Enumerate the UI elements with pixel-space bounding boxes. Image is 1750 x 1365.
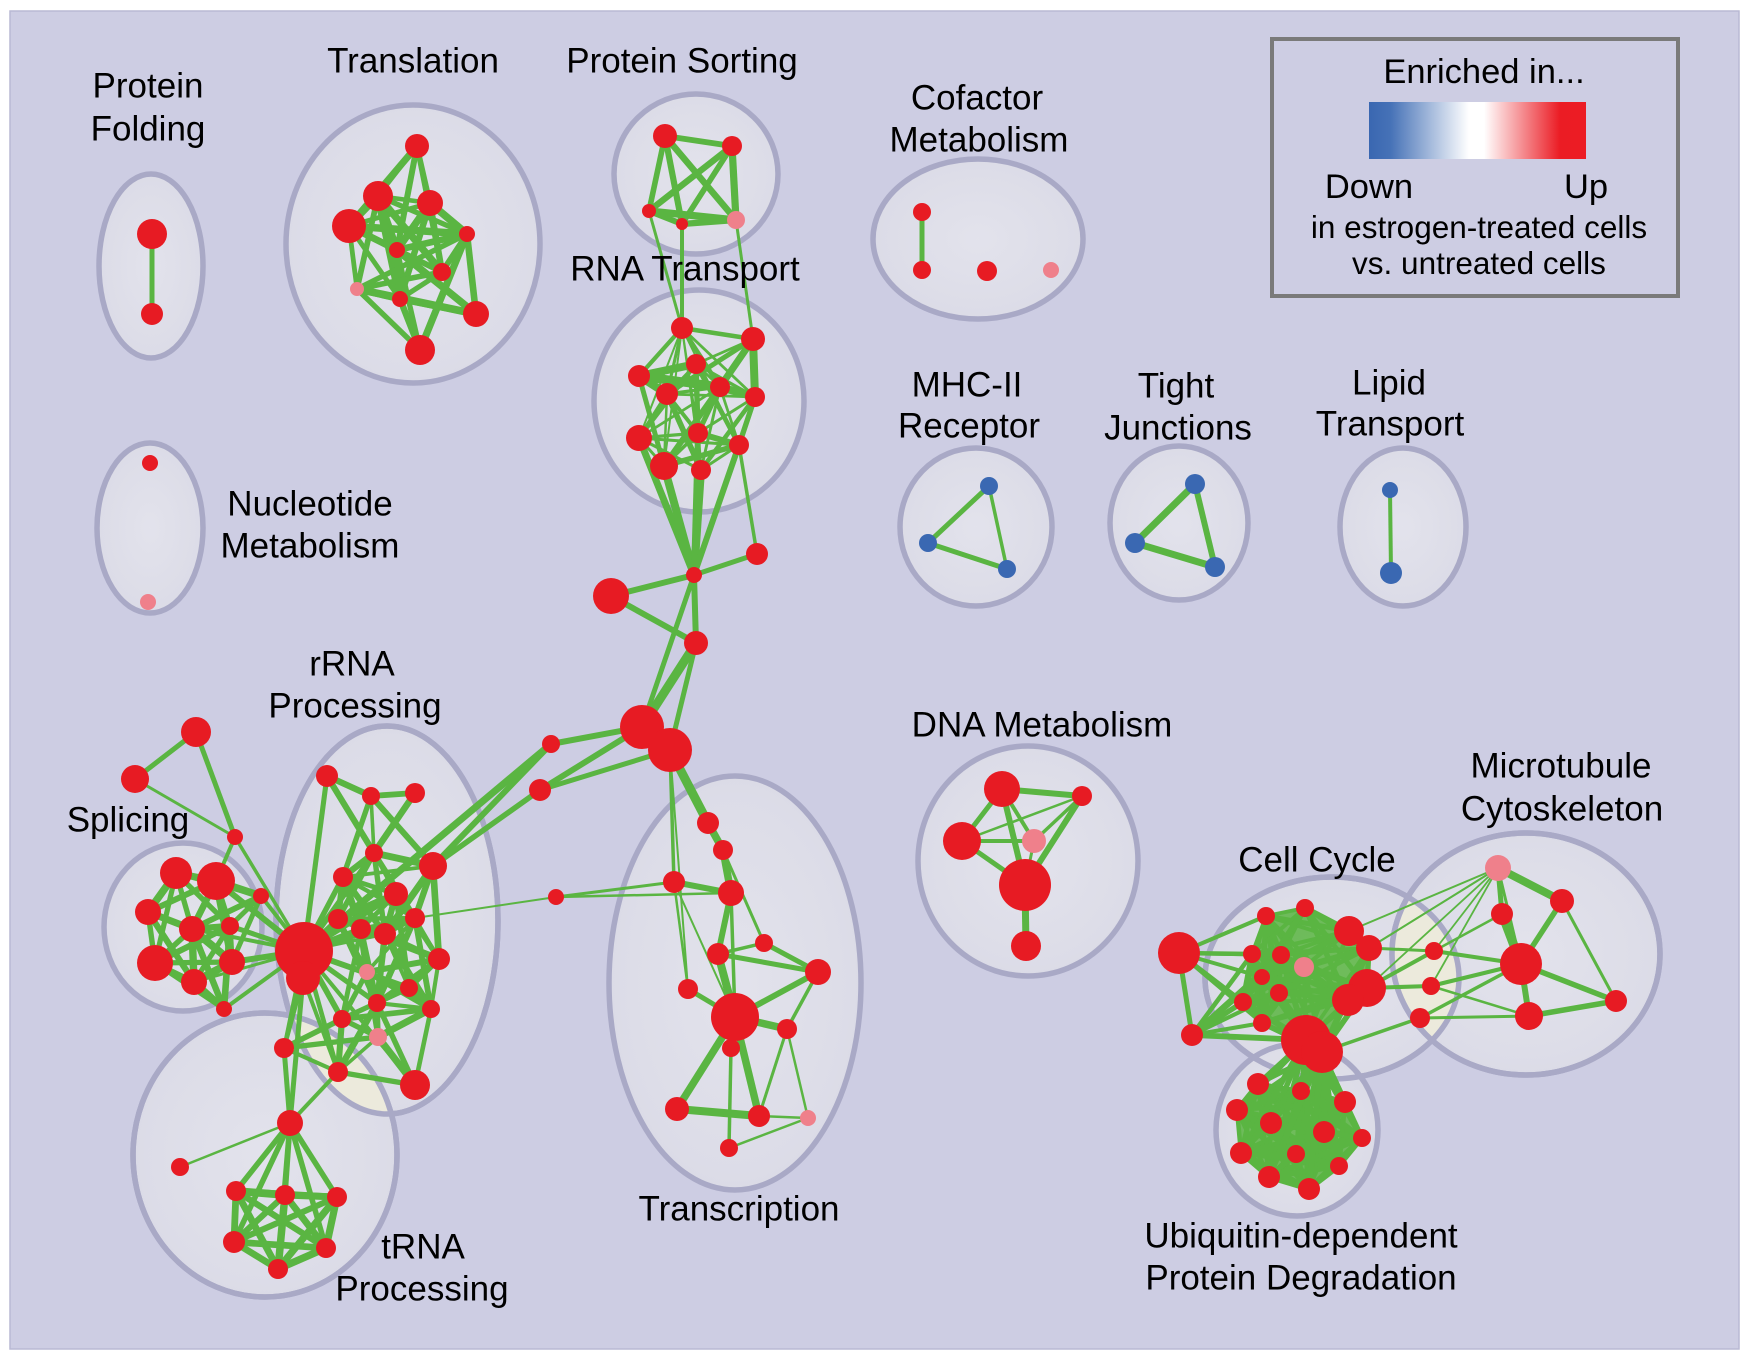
svg-text:Nucleotide: Nucleotide bbox=[227, 484, 392, 523]
svg-text:Splicing: Splicing bbox=[67, 800, 190, 839]
svg-text:DNA Metabolism: DNA Metabolism bbox=[912, 705, 1173, 744]
svg-text:Lipid: Lipid bbox=[1352, 363, 1426, 402]
svg-text:Cytoskeleton: Cytoskeleton bbox=[1461, 789, 1663, 828]
svg-text:Up: Up bbox=[1564, 168, 1608, 206]
svg-text:Processing: Processing bbox=[335, 1269, 508, 1308]
svg-text:Protein Degradation: Protein Degradation bbox=[1145, 1258, 1456, 1297]
svg-text:Metabolism: Metabolism bbox=[890, 120, 1069, 159]
svg-text:Junctions: Junctions bbox=[1104, 408, 1252, 447]
svg-text:Enriched in...: Enriched in... bbox=[1383, 53, 1584, 91]
svg-text:vs. untreated cells: vs. untreated cells bbox=[1352, 245, 1606, 281]
svg-text:in estrogen-treated cells: in estrogen-treated cells bbox=[1311, 209, 1647, 245]
svg-text:Microtubule: Microtubule bbox=[1471, 746, 1652, 785]
svg-text:Transcription: Transcription bbox=[639, 1189, 840, 1228]
svg-text:RNA Transport: RNA Transport bbox=[570, 249, 800, 288]
svg-text:Protein: Protein bbox=[93, 66, 204, 105]
svg-text:Tight: Tight bbox=[1138, 366, 1215, 405]
svg-text:MHC-II: MHC-II bbox=[912, 365, 1023, 404]
svg-text:Transport: Transport bbox=[1316, 404, 1465, 443]
svg-text:Cell Cycle: Cell Cycle bbox=[1238, 840, 1396, 879]
svg-text:Ubiquitin-dependent: Ubiquitin-dependent bbox=[1144, 1216, 1458, 1255]
svg-text:Processing: Processing bbox=[268, 686, 441, 725]
svg-text:tRNA: tRNA bbox=[381, 1227, 465, 1266]
svg-text:Receptor: Receptor bbox=[898, 406, 1040, 445]
svg-text:Folding: Folding bbox=[91, 109, 206, 148]
svg-text:rRNA: rRNA bbox=[309, 644, 395, 683]
svg-text:Metabolism: Metabolism bbox=[221, 526, 400, 565]
svg-text:Down: Down bbox=[1325, 168, 1413, 206]
svg-text:Translation: Translation bbox=[327, 41, 499, 80]
svg-text:Cofactor: Cofactor bbox=[911, 78, 1044, 117]
svg-text:Protein Sorting: Protein Sorting bbox=[566, 41, 798, 80]
